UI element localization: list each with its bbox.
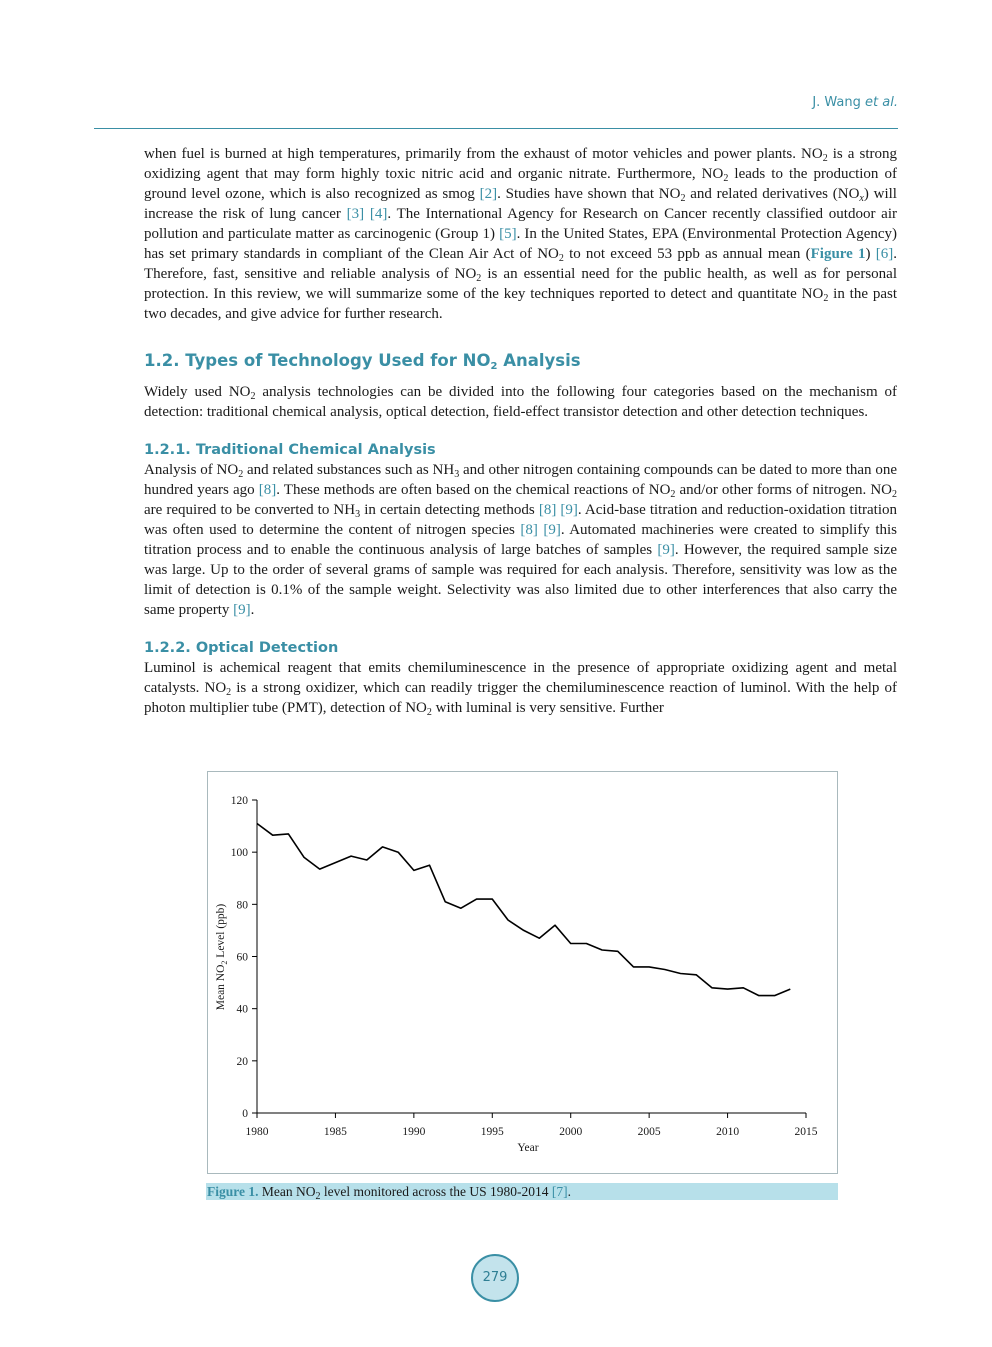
intro-paragraph: when fuel is burned at high temperatures… [144,146,898,322]
figure-caption: Figure 1. Mean NO2 level monitored acros… [206,1183,838,1202]
citation-link[interactable]: [8] [258,482,277,498]
x-tick-label: 1985 [324,1126,347,1138]
page-number: 279 [471,1254,519,1302]
y-axis-label: Mean NO2 Level (ppb) [215,904,229,1011]
x-tick-label: 2015 [795,1126,818,1138]
article-body: when fuel is burned at high temperatures… [144,144,897,718]
figure-1: 0 20 40 60 80 100 120 1980 1985 1990 1995 2000 2005… [207,771,838,1174]
x-tick-label: 2010 [716,1126,739,1138]
x-tick-label: 2005 [638,1126,661,1138]
running-head: J. Wang et al. [812,95,898,110]
author-name: J. Wang [812,95,861,110]
section-heading: 1.2. Types of Technology Used for NO2 An… [144,351,581,372]
citation-link[interactable]: [5] [499,226,517,242]
subsection-heading: 1.2.1. Traditional Chemical Analysis [144,442,436,458]
et-al: et al. [865,95,898,110]
x-tick-label: 1990 [402,1126,425,1138]
subsection-paragraph: Analysis of NO2 and related substances s… [144,462,898,618]
subsection-paragraph: Luminol is achemical reagent that emits … [144,660,897,718]
x-tick-label: 1995 [481,1126,504,1138]
section-paragraph: Widely used NO2 analysis technologies ca… [144,384,898,420]
citation-link[interactable]: [6] [875,246,894,262]
citation-link[interactable]: [7] [551,1184,568,1199]
x-tick-group: 1980 1985 1990 1995 2000 2005 2010 2015 [246,1113,818,1138]
series-line [256,822,791,997]
figure-link[interactable]: Figure 1 [810,246,866,262]
citation-link[interactable]: [9] [657,542,675,558]
y-tick-label: 120 [231,795,249,807]
x-tick-label: 2000 [559,1126,582,1138]
y-tick-label: 20 [237,1056,249,1068]
y-tick-label: 100 [231,847,249,859]
y-tick-label: 80 [237,899,249,911]
citation-link[interactable]: [8] [520,522,538,538]
figure-label: Figure 1. [207,1184,259,1199]
y-tick-label: 40 [237,1004,249,1016]
citation-link[interactable]: [8] [538,502,557,518]
subsection-heading: 1.2.2. Optical Detection [144,640,339,656]
x-tick-label: 1980 [246,1126,269,1138]
x-axis-label: Year [517,1142,538,1154]
citation-link[interactable]: [9] [233,602,251,618]
header-rule [94,128,898,129]
y-tick-label: 60 [237,952,249,964]
y-tick-label: 0 [242,1108,248,1120]
citation-link[interactable]: [9] [560,502,578,518]
citation-link[interactable]: [9] [543,522,561,538]
no2-line-chart: 0 20 40 60 80 100 120 1980 1985 1990 1995 2000 2005… [215,795,818,1154]
citation-link[interactable]: [3] [346,206,365,222]
citation-link[interactable]: [4] [369,206,388,222]
y-tick-group: 0 20 40 60 80 100 120 [231,795,257,1120]
citation-link[interactable]: [2] [479,186,498,202]
